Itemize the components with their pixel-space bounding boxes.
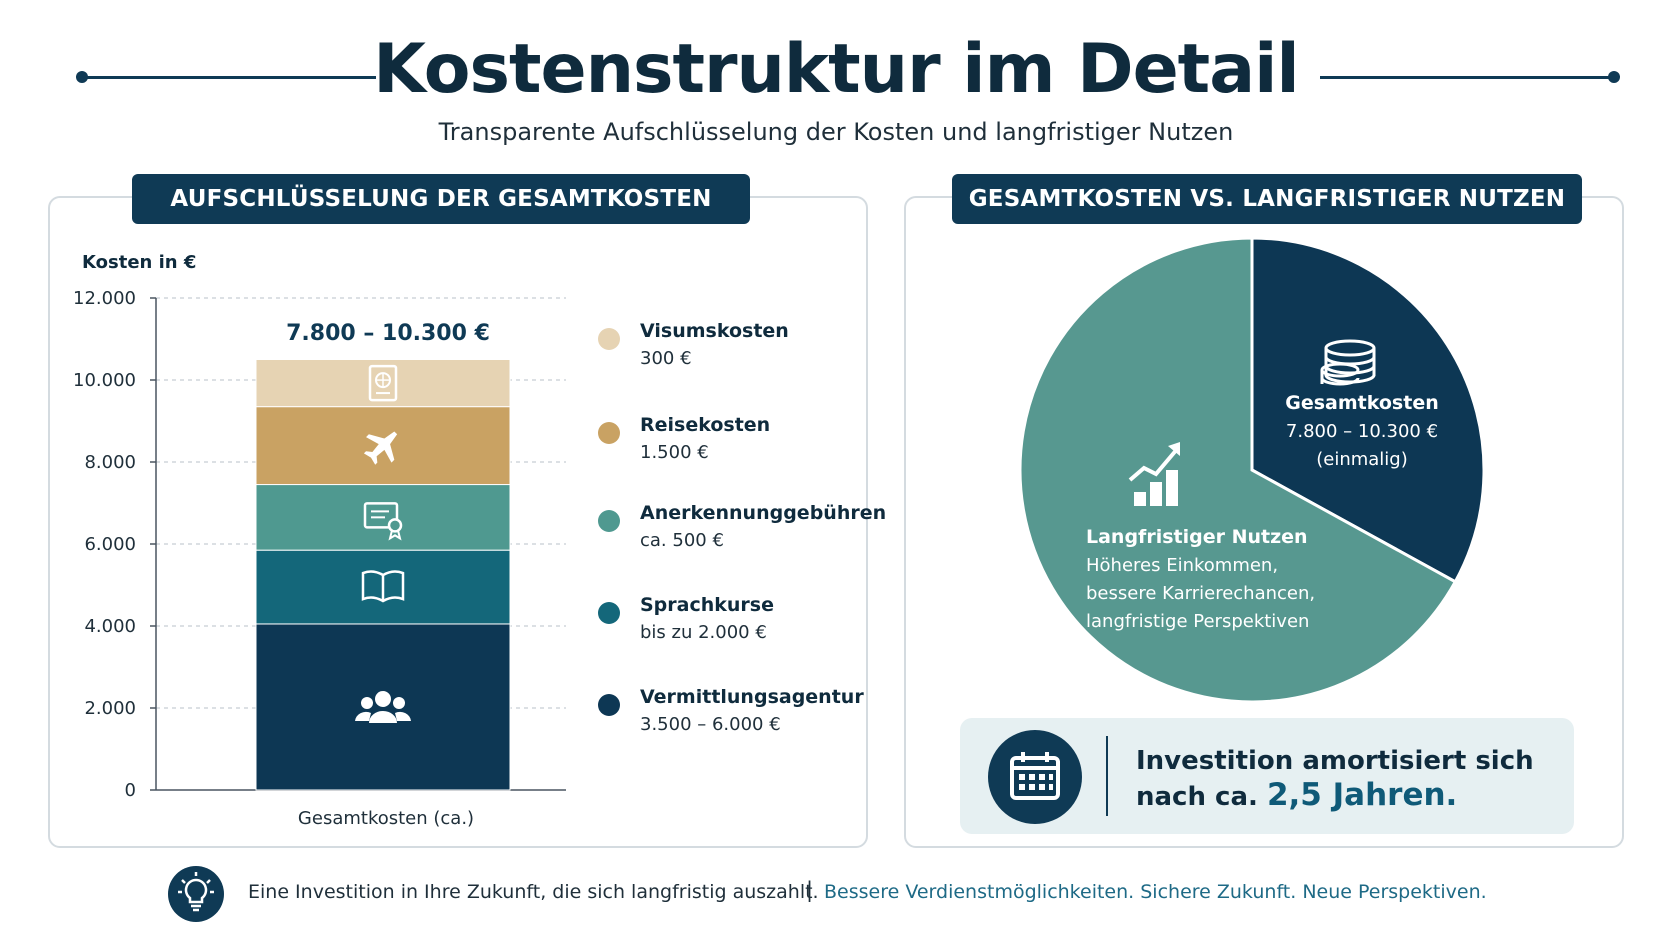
amortization-box: Investition amortisiert sich nach ca. 2,… xyxy=(960,718,1574,834)
cost-breakdown-heading: AUFSCHLÜSSELUNG DER GESAMTKOSTEN xyxy=(132,174,750,224)
pie-chart xyxy=(1018,236,1486,704)
page-subtitle: Transparente Aufschlüsselung der Kosten … xyxy=(438,118,1234,146)
title-row: Kostenstruktur im Detail xyxy=(0,20,1672,110)
pie-slice-langfristiger-nutzen xyxy=(1018,236,1458,704)
amortization-prefix: nach ca. xyxy=(1136,782,1258,812)
pie-label-benefit: Langfristiger Nutzen Höheres Einkommen, … xyxy=(1086,526,1376,636)
legend-name-reise: Reisekosten xyxy=(640,414,771,436)
y-tick-label: 2.000 xyxy=(84,698,136,719)
pie-label-benefit-title: Langfristiger Nutzen xyxy=(1086,526,1308,548)
y-tick-label: 10.000 xyxy=(73,370,136,391)
amortization-line2: nach ca. 2,5 Jahren. xyxy=(1136,778,1534,814)
legend-name-sprach: Sprachkurse xyxy=(640,594,774,616)
legend-dot-sprach xyxy=(598,602,620,624)
legend-name-visum: Visumskosten xyxy=(640,320,789,342)
y-tick-label: 6.000 xyxy=(84,534,136,555)
page-title: Kostenstruktur im Detail xyxy=(373,30,1299,109)
amortization-icon-circle xyxy=(988,730,1082,824)
coins-icon xyxy=(1320,339,1376,386)
title-dot-right xyxy=(1608,71,1620,83)
title-line-right xyxy=(1320,76,1618,79)
legend-value-sprach: bis zu 2.000 € xyxy=(640,622,767,643)
title-line-left xyxy=(80,76,376,79)
footer-text: Eine Investition in Ihre Zukunft, die si… xyxy=(248,881,819,903)
airplane-icon xyxy=(363,431,398,465)
amortization-highlight: 2,5 Jahren. xyxy=(1266,777,1458,813)
cost-vs-benefit-heading: GESAMTKOSTEN VS. LANGFRISTIGER NUTZEN xyxy=(952,174,1582,224)
users-icon xyxy=(355,690,411,723)
footer: Eine Investition in Ihre Zukunft, die si… xyxy=(168,864,1568,922)
title-dot-left xyxy=(76,71,88,83)
footer-tagline: Bessere Verdienstmöglichkeiten. Sichere … xyxy=(824,881,1487,903)
pie-icons xyxy=(1128,339,1376,506)
segment-icons xyxy=(355,364,411,723)
legend-dot-reise xyxy=(598,422,620,444)
bar-segments xyxy=(255,359,511,791)
passport-icon xyxy=(368,364,398,402)
pie-label-costs-value: 7.800 – 10.300 € xyxy=(1285,421,1439,442)
legend-value-agentur: 3.500 – 6.000 € xyxy=(640,714,781,735)
y-tick-labels: 0 2.000 4.000 6.000 8.000 10.000 12.000 xyxy=(73,288,156,801)
pie-label-costs-title: Gesamtkosten xyxy=(1285,392,1439,414)
legend-name-agentur: Vermittlungsagentur xyxy=(640,686,864,708)
pie-slice-gesamtkosten xyxy=(1250,236,1486,584)
y-axis-label: Kosten in € xyxy=(82,252,196,273)
footer-separator: | xyxy=(806,878,814,902)
legend-value-anerkennung: ca. 500 € xyxy=(640,530,724,551)
legend-dot-visum xyxy=(598,328,620,350)
x-category-label: Gesamtkosten (ca.) xyxy=(298,808,474,829)
amortization-text: Investition amortisiert sich nach ca. 2,… xyxy=(1136,744,1534,814)
y-tick-label: 0 xyxy=(125,780,136,801)
legend-dot-agentur xyxy=(598,694,620,716)
legend-name-anerkennung: Anerkennunggebühren xyxy=(640,502,887,524)
legend-value-visum: 300 € xyxy=(640,348,692,369)
footer-icon-circle xyxy=(168,866,224,922)
pie-label-costs-note: (einmalig) xyxy=(1316,449,1408,470)
pie-label-costs: Gesamtkosten 7.800 – 10.300 € (einmalig) xyxy=(1276,392,1448,474)
bar-total-label: 7.800 – 10.300 € xyxy=(286,321,490,346)
bar-segment-vermittlungsagentur xyxy=(255,623,511,791)
book-icon xyxy=(361,570,405,603)
y-tick-label: 8.000 xyxy=(84,452,136,473)
amortization-line1: Investition amortisiert sich xyxy=(1136,746,1534,776)
legend-value-reise: 1.500 € xyxy=(640,442,709,463)
pie-label-benefit-line1: Höheres Einkommen, xyxy=(1086,555,1279,576)
y-tick-label: 12.000 xyxy=(73,288,136,309)
y-tick-label: 4.000 xyxy=(84,616,136,637)
lightbulb-icon xyxy=(178,872,214,912)
pie-label-benefit-line3: langfristige Perspektiven xyxy=(1086,611,1310,632)
amortization-divider xyxy=(1106,736,1108,816)
pie-label-benefit-line2: bessere Karrierechancen, xyxy=(1086,583,1316,604)
growth-chart-icon xyxy=(1128,442,1180,506)
legend-dot-anerkennung xyxy=(598,510,620,532)
calendar-icon xyxy=(1010,752,1060,800)
certificate-icon xyxy=(363,502,403,541)
